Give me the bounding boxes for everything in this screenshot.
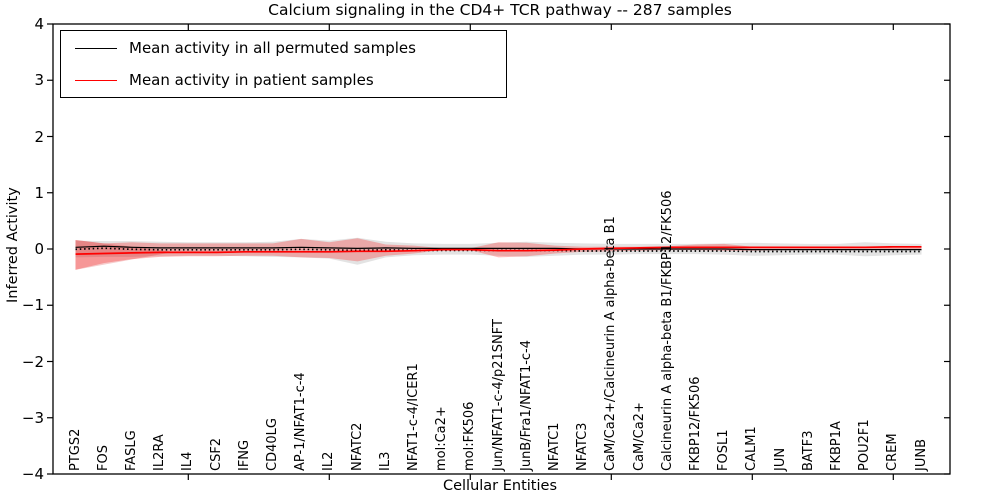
x-tick-label: NFATC3 [575,422,591,471]
x-tick-label: FKBP1A [828,421,844,471]
patient-samples-band [75,238,922,270]
y-tick-label: 2 [34,127,44,146]
x-axis-label: Cellular Entities [442,478,558,494]
x-tick-label: PTGS2 [67,428,83,471]
x-tick-label: IL3 [377,451,393,471]
legend-item-permuted: Mean activity in all permuted samples [61,32,506,64]
x-tick-label: CREM [885,433,901,471]
x-tick-label: JunB/Fra1/NFAT1-c-4 [518,339,534,471]
x-tick-label: IL2 [321,451,337,471]
y-tick-label: 0 [34,240,44,258]
x-tick-label: JUNB [913,439,929,471]
legend-label-patient: Mean activity in patient samples [129,71,374,89]
y-tick-label: −1 [21,296,44,315]
y-tick-label: 1 [34,183,44,202]
x-tick-label: mol:FK506 [462,401,478,471]
y-tick-label: −2 [21,352,44,371]
x-tick-label: IFNG [236,439,252,471]
x-tick-label: FKBP12/FK506 [687,376,703,472]
x-tick-label: POU2F1 [857,419,873,471]
x-tick-label: CaM/Ca2+ [631,402,647,471]
y-tick-label: −4 [21,465,44,483]
x-tick-label: CALM1 [744,426,760,471]
chart-title: Calcium signaling in the CD4+ TCR pathwa… [268,1,732,19]
x-tick-label: FASLG [123,430,139,471]
permuted-mean-line [75,245,922,251]
legend: Mean activity in all permuted samples Me… [60,30,507,98]
legend-label-permuted: Mean activity in all permuted samples [129,39,416,57]
y-tick-label: −3 [21,408,44,427]
y-tick-label: 3 [34,71,44,90]
black-line-sample-icon [75,47,117,49]
x-tick-label: AP-1/NFAT1-c-4 [293,372,309,471]
x-tick-label: IL2RA [152,434,168,471]
x-tick-label: NFATC2 [349,422,365,471]
x-tick-label: CD40LG [264,418,280,471]
x-tick-label: mol:Ca2+ [434,406,450,471]
x-tick-label: Calcineurin A alpha-beta B1/FKBP12/FK506 [659,190,675,471]
legend-item-patient: Mean activity in patient samples [61,64,506,96]
x-tick-label: CSF2 [208,437,224,471]
y-tick-label: 4 [34,15,44,33]
patient-band-overlap-wedge [75,240,175,270]
x-tick-label: NFATC1 [546,422,562,471]
x-tick-label: BATF3 [800,430,816,472]
x-tick-label: IL4 [180,451,196,471]
patient-mean-line [75,245,922,255]
x-tick-label: FOSL1 [716,429,732,471]
x-tick-label: FOS [95,445,111,471]
x-tick-label: CaM/Ca2+/Calcineurin A alpha-beta B1 [603,216,619,471]
x-tick-label: NFAT1-c-4/ICER1 [405,363,421,471]
red-line-sample-icon [75,79,117,81]
x-tick-label: Jun/NFAT1-c-4/p21SNFT [490,319,506,471]
x-tick-label: JUN [772,447,788,471]
